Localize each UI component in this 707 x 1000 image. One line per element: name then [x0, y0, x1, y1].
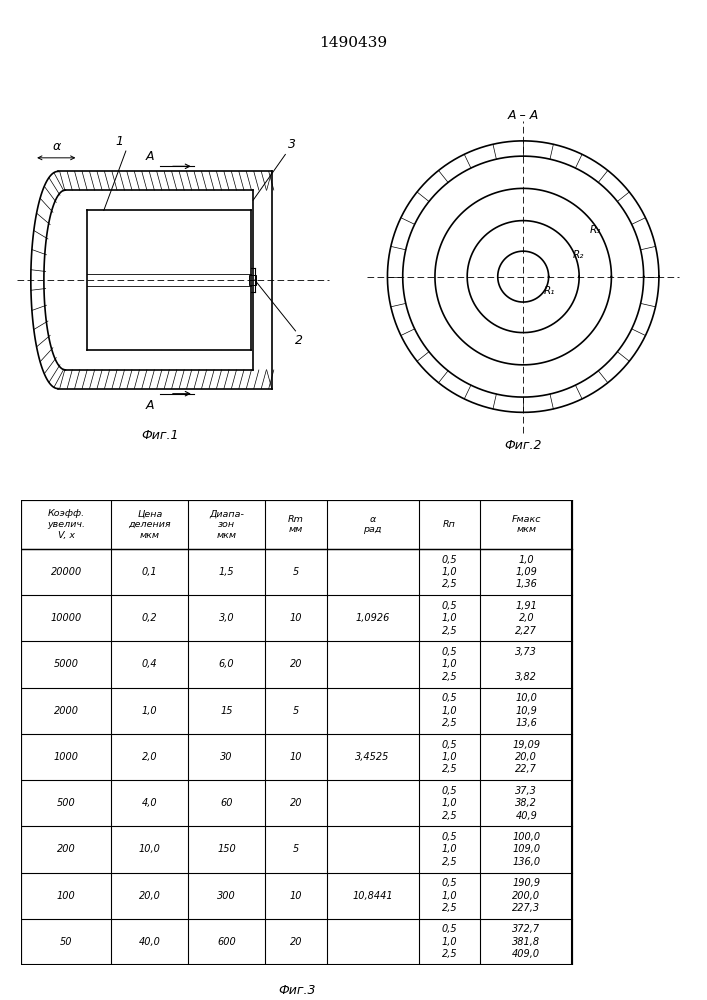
Text: 3,0: 3,0: [219, 613, 235, 623]
Text: 1,0: 1,0: [142, 706, 158, 716]
Text: 19,09
20,0
22,7: 19,09 20,0 22,7: [513, 740, 540, 774]
Text: 2,0: 2,0: [142, 752, 158, 762]
Text: Коэфф.
увелич.
V, x: Коэфф. увелич. V, x: [47, 509, 86, 540]
Text: 0,5
1,0
2,5: 0,5 1,0 2,5: [442, 740, 457, 774]
Text: Фиг.1: Фиг.1: [141, 429, 179, 442]
Text: 1: 1: [115, 135, 123, 148]
Text: 200: 200: [57, 844, 76, 854]
Text: 30: 30: [221, 752, 233, 762]
Text: 10: 10: [290, 613, 302, 623]
Text: Диапа-
зон
мкм: Диапа- зон мкм: [209, 509, 244, 540]
Text: 100,0
109,0
136,0: 100,0 109,0 136,0: [513, 832, 540, 867]
Text: 37,3
38,2
40,9: 37,3 38,2 40,9: [515, 786, 537, 821]
Text: 150: 150: [217, 844, 236, 854]
Text: R₃: R₃: [590, 225, 601, 235]
Text: Фиг.3: Фиг.3: [278, 984, 315, 997]
Text: 1,91
2,0
2,27: 1,91 2,0 2,27: [515, 601, 537, 636]
Text: 4,0: 4,0: [142, 798, 158, 808]
Text: R₂: R₂: [572, 250, 583, 260]
Text: 5000: 5000: [54, 659, 78, 669]
Text: 0,5
1,0
2,5: 0,5 1,0 2,5: [442, 647, 457, 682]
Text: 372,7
381,8
409,0: 372,7 381,8 409,0: [513, 924, 540, 959]
Text: 20: 20: [290, 659, 302, 669]
Text: 1000: 1000: [54, 752, 78, 762]
Text: 1,5: 1,5: [219, 567, 235, 577]
Text: 10: 10: [290, 891, 302, 901]
Text: Цена
деления
мкм: Цена деления мкм: [129, 509, 171, 540]
Text: 0,5
1,0
2,5: 0,5 1,0 2,5: [442, 924, 457, 959]
Text: α: α: [52, 140, 60, 153]
Text: 2: 2: [295, 334, 303, 347]
Text: 20: 20: [290, 798, 302, 808]
Bar: [249, 275, 257, 285]
Text: 60: 60: [221, 798, 233, 808]
Text: 100: 100: [57, 891, 76, 901]
Text: 20000: 20000: [51, 567, 82, 577]
Text: 20,0: 20,0: [139, 891, 160, 901]
Text: 0,5
1,0
2,5: 0,5 1,0 2,5: [442, 786, 457, 821]
Text: 20: 20: [290, 937, 302, 947]
Text: 300: 300: [217, 891, 236, 901]
Text: α
рад: α рад: [363, 515, 382, 534]
Text: 1,0
1,09
1,36: 1,0 1,09 1,36: [515, 555, 537, 589]
Text: 40,0: 40,0: [139, 937, 160, 947]
Text: 0,2: 0,2: [142, 613, 158, 623]
Text: 0,5
1,0
2,5: 0,5 1,0 2,5: [442, 693, 457, 728]
Text: 600: 600: [217, 937, 236, 947]
Text: 0,5
1,0
2,5: 0,5 1,0 2,5: [442, 832, 457, 867]
Text: A: A: [146, 150, 154, 163]
Text: 3,73
 
3,82: 3,73 3,82: [515, 647, 537, 682]
Text: 0,4: 0,4: [142, 659, 158, 669]
Text: 5: 5: [293, 844, 299, 854]
Text: Rп: Rп: [443, 520, 456, 529]
Text: 10: 10: [290, 752, 302, 762]
Text: 3,4525: 3,4525: [356, 752, 390, 762]
Text: 6,0: 6,0: [219, 659, 235, 669]
Text: A: A: [146, 399, 154, 412]
Text: 0,5
1,0
2,5: 0,5 1,0 2,5: [442, 555, 457, 589]
Text: 10,8441: 10,8441: [352, 891, 393, 901]
Text: 10,0: 10,0: [139, 844, 160, 854]
Text: 10000: 10000: [51, 613, 82, 623]
Text: A – A: A – A: [508, 109, 539, 122]
Text: 50: 50: [60, 937, 73, 947]
Text: 10,0
10,9
13,6: 10,0 10,9 13,6: [515, 693, 537, 728]
Text: 0,5
1,0
2,5: 0,5 1,0 2,5: [442, 878, 457, 913]
Text: 0,1: 0,1: [142, 567, 158, 577]
Text: 15: 15: [221, 706, 233, 716]
Text: 1,0926: 1,0926: [356, 613, 390, 623]
Text: R₁: R₁: [544, 286, 555, 296]
Text: Rm
мм: Rm мм: [288, 515, 304, 534]
Text: Фиг.2: Фиг.2: [504, 439, 542, 452]
Text: 5: 5: [293, 706, 299, 716]
Text: 5: 5: [293, 567, 299, 577]
Text: 0,5
1,0
2,5: 0,5 1,0 2,5: [442, 601, 457, 636]
Text: 190,9
200,0
227,3: 190,9 200,0 227,3: [513, 878, 540, 913]
Text: 3: 3: [288, 138, 296, 151]
Text: 2000: 2000: [54, 706, 78, 716]
Text: 1490439: 1490439: [320, 36, 387, 50]
Text: Fмакс
мкм: Fмакс мкм: [512, 515, 541, 534]
Text: 500: 500: [57, 798, 76, 808]
